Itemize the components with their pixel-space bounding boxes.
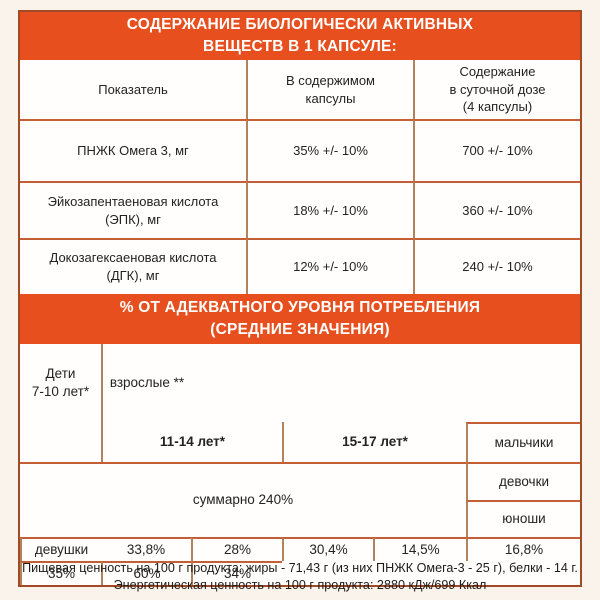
value-children: 33,8% (101, 537, 191, 562)
row-dha-daily: 240 +/- 10% (413, 238, 580, 294)
col-header-daily-dose: Содержание в суточной дозе (4 капсулы) (413, 60, 580, 119)
row-dha-per-capsule: 12% +/- 10% (246, 238, 413, 294)
header-adults: взрослые ** (101, 344, 191, 422)
value-girls: 30,4% (282, 537, 373, 562)
row-epa-name: Эйкозапентаеновая кислота (ЭПК), мг (20, 181, 246, 238)
intake-table: Дети 7-10 лет* 11-14 лет* 15-17 лет* взр… (20, 344, 580, 586)
value-adults-extra-2: 34% (191, 561, 282, 586)
header-age-15-17: 15-17 лет* (282, 422, 466, 462)
col-header-indicator: Показатель (20, 60, 246, 119)
header-girls: девочки (466, 462, 580, 500)
row-omega3-per-capsule: 35% +/- 10% (246, 119, 413, 181)
row-epa-daily: 360 +/- 10% (413, 181, 580, 238)
value-adults: 35% (20, 561, 101, 586)
header-children-7-10: Дети 7-10 лет* (20, 344, 101, 422)
value-young-women: 16,8% (466, 537, 580, 562)
value-boys: 28% (191, 537, 282, 562)
footer-notes: Пищевая ценность на 100 г продукта: жиры… (0, 560, 600, 595)
header-young-men: юноши (466, 500, 580, 537)
row-omega3-daily: 700 +/- 10% (413, 119, 580, 181)
section1-title-bar: СОДЕРЖАНИЕ БИОЛОГИЧЕСКИ АКТИВНЫХ ВЕЩЕСТВ… (20, 12, 580, 60)
section1-title: СОДЕРЖАНИЕ БИОЛОГИЧЕСКИ АКТИВНЫХ ВЕЩЕСТВ… (126, 15, 474, 55)
header-age-11-14: 11-14 лет* (101, 422, 282, 462)
row-dha-name: Докозагексаеновая кислота (ДГК), мг (20, 238, 246, 294)
header-young-women: девушки (20, 537, 101, 562)
footer-nutrition-value: Пищевая ценность на 100 г продукта: жиры… (22, 561, 578, 575)
composition-table: Показатель В содержимом капсулы Содержан… (20, 60, 580, 294)
value-adults-extra-1: 60% (101, 561, 191, 586)
row-omega3-name: ПНЖК Омега 3, мг (20, 119, 246, 181)
summary-total: суммарно 240% (20, 462, 466, 537)
col-header-per-capsule: В содержимом капсулы (246, 60, 413, 119)
footer-energy-value: Энергетическая ценность на 100 г продукт… (113, 578, 487, 593)
section2-title-bar: % ОТ АДЕКВАТНОГО УРОВНЯ ПОТРЕБЛЕНИЯ (СРЕ… (20, 294, 580, 344)
nutrition-table: СОДЕРЖАНИЕ БИОЛОГИЧЕСКИ АКТИВНЫХ ВЕЩЕСТВ… (18, 10, 582, 588)
value-young-men: 14,5% (373, 537, 466, 562)
row-epa-per-capsule: 18% +/- 10% (246, 181, 413, 238)
section2-title: % ОТ АДЕКВАТНОГО УРОВНЯ ПОТРЕБЛЕНИЯ (СРЕ… (119, 298, 481, 338)
header-boys: мальчики (466, 422, 580, 462)
